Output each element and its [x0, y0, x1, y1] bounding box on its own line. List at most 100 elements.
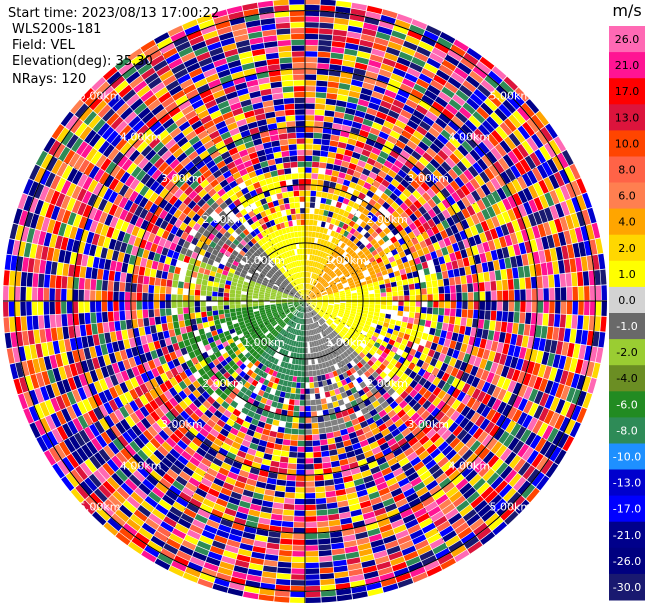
velocity-gate	[357, 306, 363, 310]
velocity-gate	[589, 346, 598, 362]
velocity-gate	[291, 308, 296, 313]
velocity-gate	[194, 514, 208, 524]
velocity-gate	[265, 310, 272, 314]
velocity-gate	[106, 476, 120, 490]
velocity-gate	[377, 518, 391, 528]
velocity-gate	[527, 213, 537, 227]
velocity-gate	[454, 176, 465, 188]
velocity-gate	[350, 387, 358, 394]
velocity-gate	[398, 457, 410, 467]
velocity-gate	[429, 143, 441, 154]
velocity-gate	[362, 82, 375, 91]
velocity-gate	[457, 128, 469, 140]
velocity-gate	[284, 492, 295, 499]
velocity-gate	[309, 249, 313, 255]
velocity-gate	[128, 541, 144, 555]
velocity-gate	[465, 436, 477, 449]
velocity-gate	[346, 332, 352, 338]
velocity-gate	[261, 410, 269, 417]
velocity-gate	[317, 298, 323, 300]
velocity-gate	[296, 329, 299, 336]
velocity-gate	[382, 359, 390, 367]
velocity-gate	[251, 333, 258, 339]
velocity-gate	[355, 257, 362, 263]
velocity-gate	[201, 316, 208, 323]
velocity-gate	[120, 448, 132, 461]
velocity-gate	[373, 242, 380, 250]
velocity-gate	[311, 301, 317, 303]
velocity-gate	[305, 597, 321, 603]
velocity-gate	[476, 390, 487, 403]
velocity-gate	[369, 301, 375, 305]
velocity-gate	[412, 109, 425, 120]
velocity-gate	[340, 330, 346, 336]
velocity-gate	[489, 424, 500, 438]
velocity-gate	[309, 388, 315, 394]
velocity-gate	[400, 381, 409, 391]
velocity-gate	[261, 372, 268, 379]
velocity-gate	[306, 289, 308, 295]
velocity-gate	[316, 509, 328, 516]
velocity-gate	[446, 347, 455, 357]
velocity-gate	[279, 320, 284, 326]
velocity-gate	[131, 274, 138, 284]
velocity-gate	[305, 299, 311, 301]
velocity-gate	[237, 506, 250, 515]
velocity-gate	[367, 132, 378, 142]
velocity-gate	[456, 429, 468, 441]
velocity-gate	[481, 154, 493, 167]
velocity-gate	[473, 291, 480, 301]
velocity-gate	[338, 506, 350, 514]
velocity-gate	[517, 371, 526, 384]
velocity-gate	[216, 328, 224, 335]
velocity-gate	[379, 284, 386, 289]
velocity-gate	[305, 585, 321, 592]
velocity-gate	[335, 317, 342, 322]
velocity-gate	[576, 194, 587, 211]
velocity-gate	[305, 359, 309, 365]
velocity-gate	[30, 374, 40, 389]
velocity-gate	[393, 253, 401, 261]
velocity-gate	[214, 319, 221, 326]
velocity-gate	[293, 299, 299, 301]
velocity-gate	[255, 426, 264, 434]
velocity-gate	[502, 391, 512, 404]
velocity-gate	[234, 436, 244, 445]
velocity-gate	[534, 390, 544, 405]
velocity-gate	[120, 349, 128, 361]
velocity-gate	[311, 296, 316, 299]
velocity-gate	[349, 574, 365, 582]
velocity-gate	[396, 245, 404, 253]
velocity-gate	[206, 311, 213, 317]
velocity-gate	[40, 386, 50, 401]
velocity-gate	[360, 330, 368, 336]
velocity-gate	[98, 258, 106, 270]
velocity-gate	[368, 311, 374, 316]
velocity-gate	[185, 345, 193, 353]
velocity-gate	[212, 346, 219, 354]
velocity-gate	[432, 386, 442, 397]
velocity-gate	[332, 288, 339, 292]
velocity-gate	[317, 375, 322, 382]
velocity-gate	[203, 562, 219, 572]
velocity-gate	[305, 57, 318, 63]
velocity-gate	[422, 115, 435, 127]
velocity-gate	[122, 431, 133, 444]
velocity-gate	[246, 325, 253, 330]
velocity-gate	[63, 224, 73, 238]
velocity-gate	[526, 170, 538, 185]
velocity-gate	[55, 353, 64, 368]
velocity-gate	[243, 459, 253, 467]
velocity-gate	[328, 443, 337, 451]
velocity-gate	[275, 333, 281, 339]
velocity-gate	[252, 492, 264, 500]
velocity-gate	[334, 299, 340, 301]
velocity-gate	[257, 475, 268, 483]
velocity-gate	[159, 404, 170, 415]
velocity-gate	[552, 261, 560, 275]
velocity-gate	[337, 247, 343, 254]
velocity-gate	[257, 340, 264, 347]
velocity-gate	[342, 371, 349, 379]
velocity-gate	[294, 323, 298, 329]
velocity-gate	[369, 127, 381, 136]
